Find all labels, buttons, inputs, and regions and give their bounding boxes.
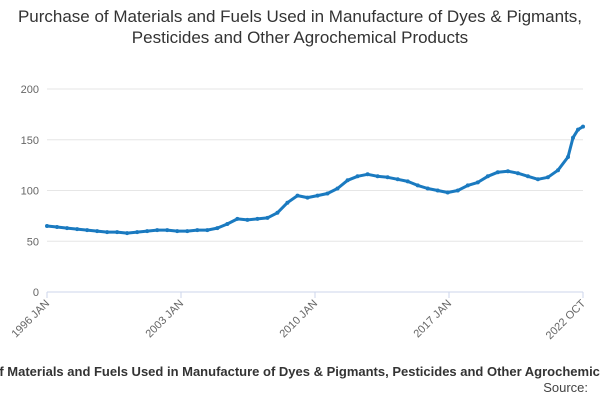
- data-point: [55, 225, 59, 229]
- data-point: [566, 155, 570, 159]
- data-point: [355, 174, 360, 179]
- data-point: [581, 124, 585, 129]
- x-tick-label: 2010 JAN: [277, 298, 320, 341]
- data-point: [175, 229, 180, 234]
- series-layer: [45, 124, 585, 236]
- y-tick-label: 200: [21, 84, 39, 96]
- data-point: [125, 231, 130, 236]
- data-point: [165, 228, 170, 233]
- chart-title: Purchase of Materials and Fuels Used in …: [17, 7, 583, 47]
- data-point: [225, 222, 230, 226]
- data-point: [235, 216, 240, 221]
- data-point: [45, 224, 49, 228]
- y-tick-label: 100: [21, 186, 39, 198]
- y-tick-label: 50: [27, 236, 39, 248]
- data-point: [455, 188, 460, 193]
- x-tick-label: 2003 JAN: [143, 298, 186, 341]
- y-tick-label: 150: [21, 135, 39, 147]
- gridlines: 0 50 100 150 200: [21, 84, 583, 299]
- data-point: [345, 178, 350, 183]
- data-point: [325, 191, 330, 196]
- data-point: [155, 228, 160, 233]
- data-point: [465, 183, 470, 188]
- data-point: [205, 228, 210, 233]
- data-point: [445, 190, 450, 195]
- data-point: [425, 186, 430, 191]
- data-point: [385, 175, 390, 180]
- data-point: [85, 228, 90, 233]
- data-point: [505, 169, 510, 174]
- data-point: [495, 170, 500, 175]
- source-label: Source:: [543, 380, 588, 395]
- data-point: [115, 230, 120, 235]
- data-point: [525, 174, 530, 179]
- data-point: [576, 127, 580, 132]
- data-point: [405, 179, 410, 184]
- legend-series-label[interactable]: Purchase of Materials and Fuels Used in …: [0, 364, 600, 379]
- legend: Purchase of Materials and Fuels Used in …: [0, 364, 600, 382]
- x-tick-label: 1996 JAN: [9, 298, 52, 341]
- data-point: [95, 229, 100, 234]
- data-point: [395, 177, 400, 182]
- data-point: [285, 200, 290, 205]
- data-point: [265, 215, 270, 220]
- data-point: [135, 230, 140, 235]
- data-point: [375, 174, 380, 179]
- data-point: [245, 217, 250, 222]
- data-point: [365, 172, 370, 177]
- data-point: [185, 229, 190, 234]
- data-point: [515, 171, 520, 176]
- data-point: [315, 193, 320, 198]
- data-point: [275, 210, 280, 215]
- data-point: [305, 195, 310, 200]
- data-point: [255, 216, 260, 221]
- data-point: [475, 180, 480, 185]
- data-point: [195, 228, 200, 233]
- x-axis: 1996 JAN 2003 JAN 2010 JAN 2017 JAN 2022 OCT: [9, 291, 589, 342]
- x-tick-label: 2017 JAN: [411, 298, 454, 341]
- data-point: [435, 188, 440, 193]
- data-point: [535, 177, 540, 182]
- data-point: [545, 175, 550, 180]
- data-point: [571, 135, 575, 140]
- x-tick-label: 2022 OCT: [544, 297, 589, 342]
- series-line: [45, 125, 585, 235]
- data-point: [556, 168, 560, 173]
- data-point: [145, 229, 150, 234]
- data-point: [295, 193, 300, 198]
- y-tick-label: 0: [33, 287, 39, 299]
- data-point: [215, 226, 220, 231]
- data-point: [75, 227, 80, 232]
- data-point: [65, 226, 69, 231]
- data-point: [485, 174, 490, 179]
- data-point: [105, 230, 110, 235]
- data-point: [415, 183, 420, 188]
- data-point: [335, 186, 340, 191]
